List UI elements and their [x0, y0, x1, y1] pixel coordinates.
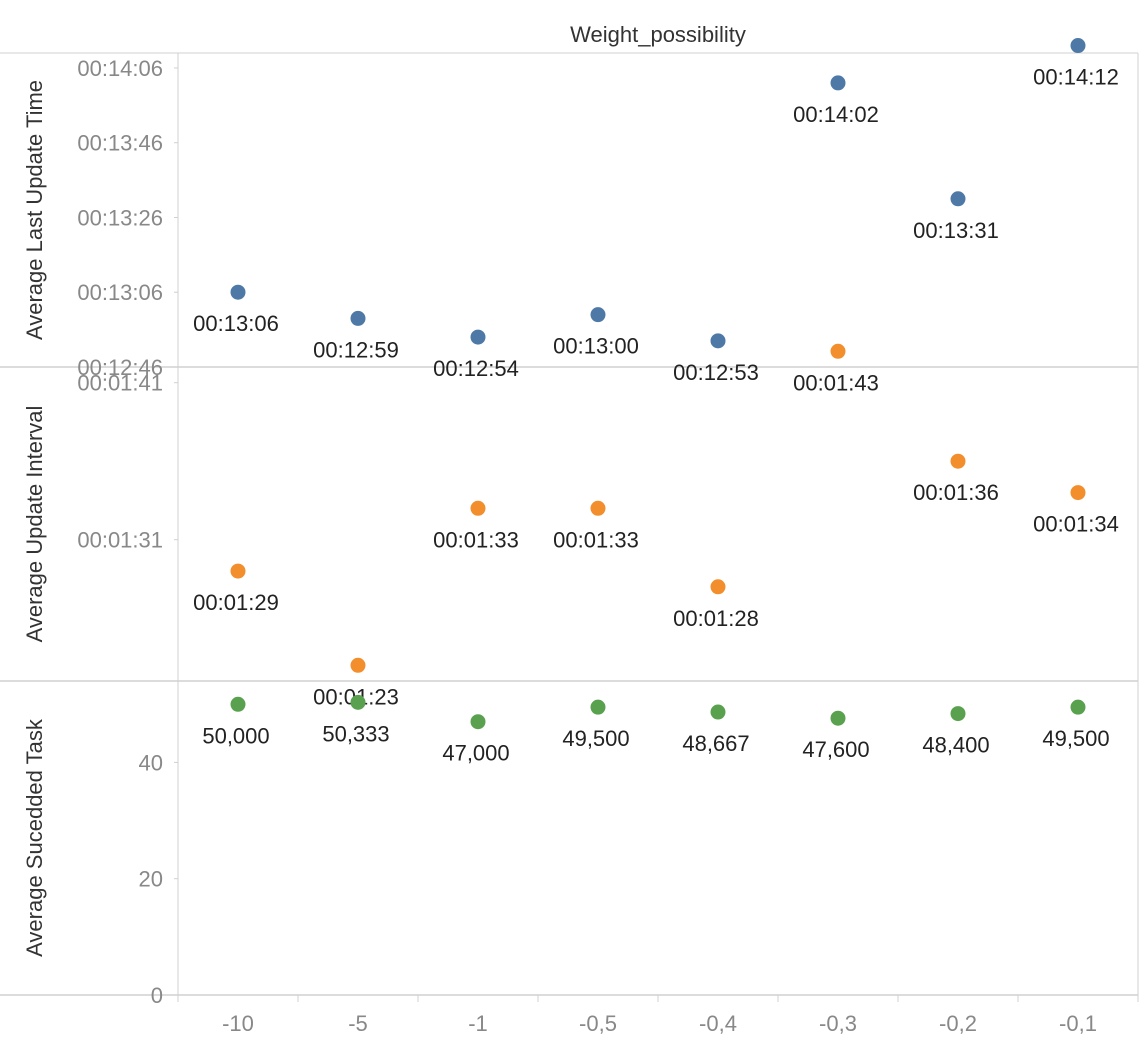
data-label: 00:01:29 [193, 590, 279, 615]
data-point [950, 453, 966, 469]
x-tick-label: -0,4 [699, 1011, 737, 1036]
x-tick-label: -0,5 [579, 1011, 617, 1036]
x-tick-label: -0,2 [939, 1011, 977, 1036]
x-tick-label: -1 [468, 1011, 488, 1036]
data-point [470, 714, 486, 730]
data-point [710, 579, 726, 595]
data-point [950, 191, 966, 207]
data-label: 00:14:02 [793, 102, 879, 127]
data-point [350, 657, 366, 673]
y-tick-label: 00:01:31 [77, 528, 163, 553]
data-point [590, 699, 606, 715]
data-label: 00:01:33 [433, 527, 519, 552]
data-point [950, 706, 966, 722]
x-tick-label: -5 [348, 1011, 368, 1036]
data-label: 00:14:12 [1033, 65, 1119, 90]
data-label: 00:12:54 [433, 356, 519, 381]
data-label: 50,000 [202, 723, 269, 748]
data-label: 00:01:36 [913, 480, 999, 505]
data-label: 00:13:00 [553, 334, 639, 359]
y-tick-label: 00:01:41 [77, 371, 163, 396]
data-label: 47,000 [442, 741, 509, 766]
y-tick-label: 40 [139, 750, 163, 775]
data-label: 47,600 [802, 737, 869, 762]
x-tick-label: -0,3 [819, 1011, 857, 1036]
data-label: 48,400 [922, 733, 989, 758]
y-tick-label: 00:12:46 [77, 355, 163, 380]
data-label: 00:12:53 [673, 360, 759, 385]
y-axis-title: Average Sucedded Task [22, 718, 47, 957]
data-label: 00:12:59 [313, 337, 399, 362]
y-tick-label: 00:13:26 [77, 205, 163, 230]
data-point [710, 333, 726, 349]
data-point [230, 563, 246, 579]
data-point [470, 500, 486, 516]
x-tick-label: -0,1 [1059, 1011, 1097, 1036]
data-label: 50,333 [322, 721, 389, 746]
data-point [1070, 38, 1086, 54]
y-axis-title: Average Last Update Time [22, 80, 47, 340]
data-label: 48,667 [682, 731, 749, 756]
data-point [710, 704, 726, 720]
data-point [470, 329, 486, 345]
data-label: 49,500 [562, 726, 629, 751]
data-label: 49,500 [1042, 726, 1109, 751]
data-point [590, 500, 606, 516]
data-point [1070, 699, 1086, 715]
x-tick-label: -10 [222, 1011, 254, 1036]
data-label: 00:13:31 [913, 218, 999, 243]
data-label: 00:01:34 [1033, 512, 1119, 537]
data-point [590, 307, 606, 323]
y-tick-label: 00:13:46 [77, 131, 163, 156]
data-point [230, 696, 246, 712]
data-point [1070, 485, 1086, 501]
y-tick-label: 0 [151, 983, 163, 1008]
y-axis-title: Average Update Interval [22, 406, 47, 643]
data-point [830, 710, 846, 726]
data-point [830, 343, 846, 359]
data-point [350, 694, 366, 710]
data-label: 00:01:28 [673, 606, 759, 631]
data-point [830, 75, 846, 91]
data-label: 00:01:33 [553, 527, 639, 552]
data-point [350, 310, 366, 326]
data-point [230, 284, 246, 300]
chart-title: Weight_possibility [570, 22, 746, 47]
y-tick-label: 20 [139, 867, 163, 892]
y-tick-label: 00:13:06 [77, 280, 163, 305]
data-label: 00:01:43 [793, 370, 879, 395]
y-tick-label: 00:14:06 [77, 56, 163, 81]
data-label: 00:13:06 [193, 311, 279, 336]
